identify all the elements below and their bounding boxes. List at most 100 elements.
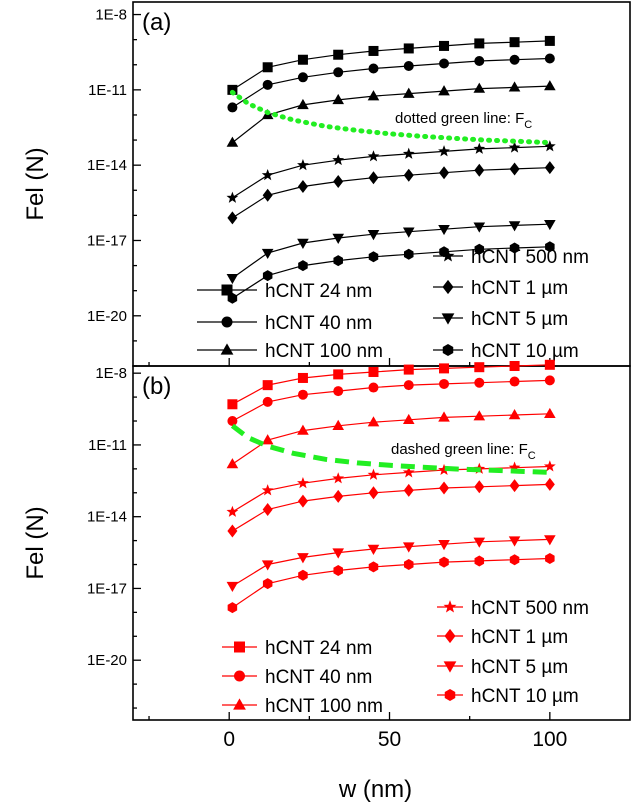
data-point	[261, 434, 274, 445]
series-line	[232, 557, 550, 609]
series-4	[226, 140, 556, 203]
legend-entry: hCNT 10 µm	[437, 686, 579, 707]
legend-entry: hCNT 1 µm	[433, 278, 568, 299]
data-point	[403, 364, 414, 375]
data-point	[333, 67, 344, 78]
data-point	[262, 503, 273, 517]
data-point	[544, 80, 556, 91]
data-point	[545, 553, 555, 565]
y-tick-label: 1E-8	[95, 365, 127, 382]
data-point	[508, 221, 521, 232]
data-point	[368, 366, 379, 377]
data-point	[544, 407, 556, 419]
data-point	[402, 466, 415, 478]
data-point	[297, 98, 309, 110]
data-point	[439, 166, 450, 180]
data-point	[297, 477, 309, 489]
series-2	[227, 375, 555, 427]
data-point	[402, 413, 415, 425]
data-point	[402, 147, 415, 159]
legend-label: hCNT 24 nm	[265, 281, 372, 302]
legend-marker	[221, 284, 233, 296]
series-6	[226, 219, 556, 285]
data-point	[262, 270, 273, 282]
panel-label: (b)	[142, 373, 171, 400]
legend-marker	[441, 313, 455, 325]
data-point	[509, 162, 520, 176]
data-point	[367, 230, 380, 241]
series-line	[232, 465, 550, 513]
series-1	[227, 359, 555, 410]
data-point	[262, 396, 273, 407]
data-point	[226, 136, 239, 147]
data-point	[367, 416, 380, 427]
data-point	[403, 43, 414, 54]
y-tick-label: 1E-14	[87, 157, 127, 174]
legend-label: hCNT 24 nm	[265, 638, 372, 659]
data-point	[438, 411, 450, 422]
legend-entry: hCNT 40 nm	[222, 667, 372, 688]
data-point	[262, 188, 273, 202]
data-point	[297, 494, 308, 508]
data-point	[261, 560, 274, 571]
legend-label: hCNT 1 µm	[471, 278, 568, 299]
data-point	[403, 380, 414, 391]
legend-marker	[443, 661, 457, 673]
data-point	[332, 419, 345, 430]
data-point	[474, 38, 485, 49]
legend-label: hCNT 10 µm	[471, 341, 579, 362]
data-point	[297, 158, 309, 171]
series-7	[227, 553, 555, 614]
data-point	[368, 251, 379, 263]
plot-frame	[132, 365, 631, 721]
data-point	[473, 537, 486, 548]
data-point	[261, 248, 274, 260]
data-point	[474, 480, 485, 494]
data-point	[298, 260, 308, 272]
legend-label: hCNT 40 nm	[265, 313, 372, 334]
data-point	[474, 377, 485, 388]
legend-marker	[234, 641, 245, 653]
data-point	[367, 90, 380, 101]
data-point	[403, 483, 414, 497]
data-point	[262, 380, 273, 391]
data-point	[332, 233, 345, 244]
data-point	[509, 37, 520, 48]
data-point	[297, 372, 308, 383]
data-point	[226, 505, 239, 517]
y-tick-label: 1E-8	[95, 7, 127, 24]
series-5	[227, 161, 555, 225]
data-point	[368, 171, 379, 185]
data-point	[544, 477, 555, 491]
series-6	[226, 535, 556, 593]
data-point	[509, 554, 520, 566]
fc-curve	[229, 89, 553, 146]
data-point	[368, 561, 379, 573]
x-tick-label: 50	[378, 728, 401, 751]
data-point	[474, 243, 485, 255]
data-point	[508, 141, 521, 153]
legend-marker	[220, 343, 234, 355]
data-point	[438, 224, 450, 236]
legend-label: hCNT 100 nm	[265, 696, 383, 717]
y-axis-title: Fel (N)	[22, 147, 49, 220]
data-point	[333, 565, 343, 577]
data-point	[261, 484, 274, 496]
data-point	[332, 548, 345, 559]
data-point	[474, 163, 485, 177]
data-point	[332, 93, 345, 105]
data-point	[544, 359, 555, 370]
legend-entry: hCNT 1 µm	[437, 627, 568, 648]
legend-entry: hCNT 5 µm	[433, 309, 568, 330]
data-point	[367, 468, 380, 480]
data-point	[297, 54, 308, 65]
data-point	[226, 191, 239, 203]
data-point	[333, 174, 344, 188]
data-point	[438, 85, 450, 96]
legend-marker	[221, 316, 233, 328]
data-point	[368, 63, 379, 74]
data-point	[508, 81, 521, 92]
data-point	[367, 150, 380, 162]
legend-marker	[444, 688, 456, 702]
data-point	[473, 142, 486, 154]
